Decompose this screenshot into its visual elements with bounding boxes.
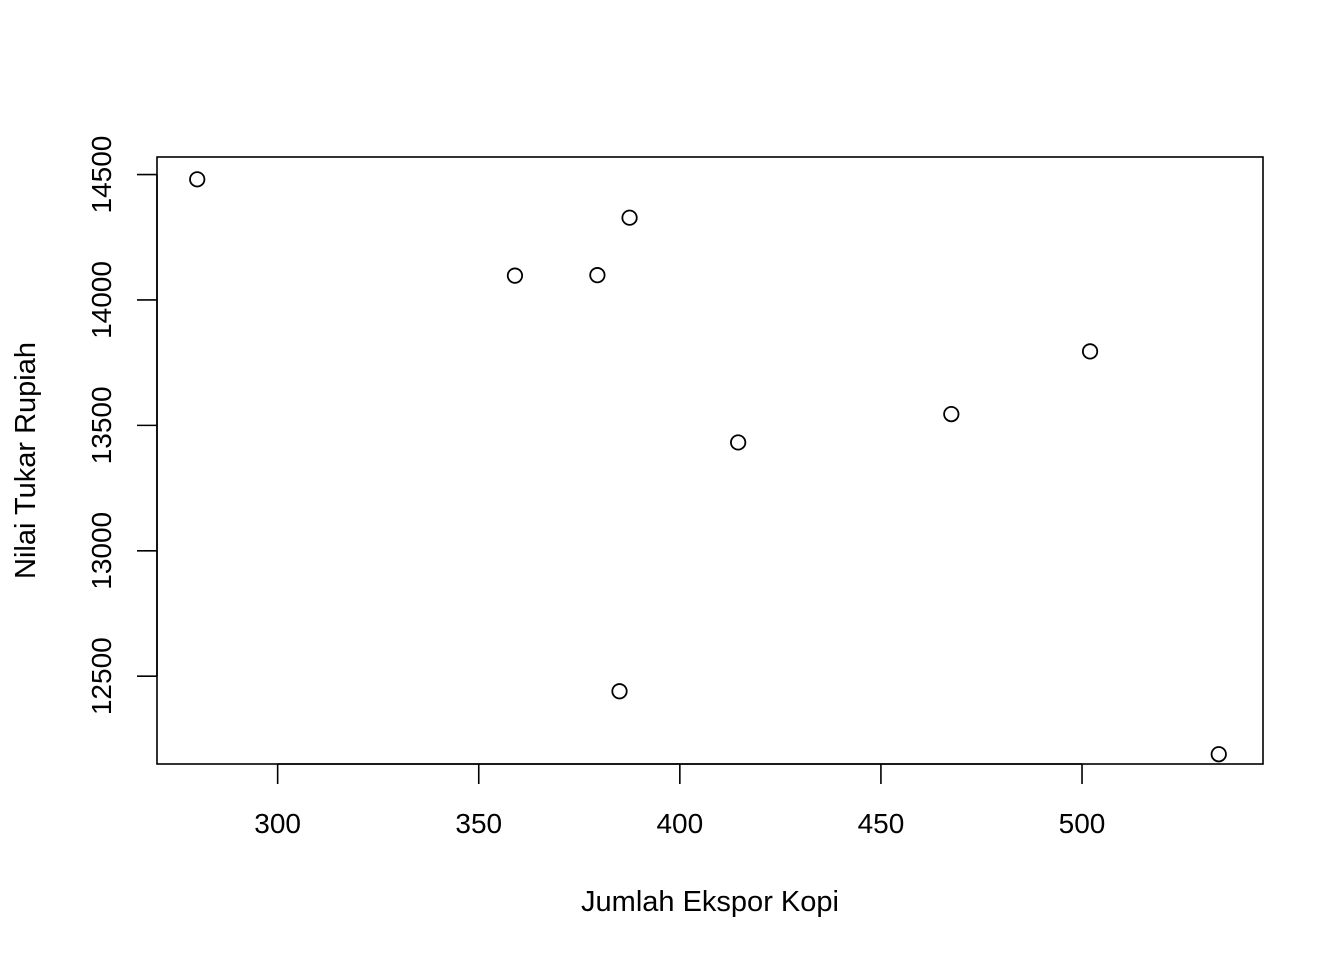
x-tick-label: 450 — [858, 808, 905, 839]
x-axis: 300 350 400 450 500 — [254, 763, 1106, 839]
y-tick-label: 14500 — [86, 136, 117, 214]
plot-area-frame — [156, 156, 1264, 765]
y-tick-label: 13500 — [86, 386, 117, 464]
x-axis-title: Jumlah Ekspor Kopi — [581, 886, 839, 918]
x-tick-label: 300 — [254, 808, 301, 839]
data-point — [189, 171, 206, 188]
data-point — [611, 683, 628, 700]
data-point — [1081, 343, 1099, 360]
data-point — [943, 405, 960, 423]
x-tick-label: 500 — [1059, 808, 1106, 839]
y-tick-label: 12500 — [86, 637, 117, 715]
data-point — [506, 267, 524, 284]
y-tick-label: 14000 — [86, 261, 117, 339]
y-axis-title: Nilai Tukar Rupiah — [10, 342, 42, 579]
data-point — [621, 209, 638, 226]
y-tick-label: 13000 — [86, 512, 117, 590]
data-point — [730, 434, 747, 451]
y-axis: 12500 13000 13500 14000 14500 — [86, 136, 158, 715]
data-point — [1210, 746, 1227, 763]
data-point — [589, 267, 606, 284]
x-tick-label: 400 — [656, 808, 703, 839]
x-tick-label: 350 — [455, 808, 502, 839]
data-points — [189, 171, 1227, 763]
